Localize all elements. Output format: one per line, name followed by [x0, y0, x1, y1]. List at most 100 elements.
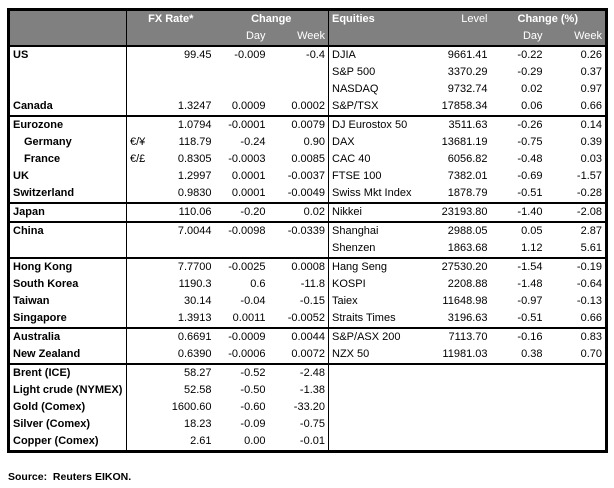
- fx-rate-value: 7.0044: [152, 221, 215, 240]
- fx-change-week-value: -0.0037: [268, 168, 329, 185]
- fx-day-header: Day: [214, 28, 269, 46]
- equity-level-value: 6056.82: [447, 153, 488, 165]
- table-row: Switzerland 0.9830 0.0001 -0.0049 Swiss …: [8, 185, 607, 203]
- fx-rate-value: 7.7700: [152, 257, 215, 276]
- equity-row-label: S&P/ASX 200: [328, 327, 429, 346]
- level-header: Level: [428, 9, 491, 28]
- table-row: France €/£ 0.8305 -0.0003 0.0085 CAC 40 …: [8, 151, 607, 168]
- equity-day-header: Day: [490, 28, 546, 46]
- fx-change-day-value: -0.60: [240, 401, 266, 413]
- fx-change-week-value: 0.0085: [268, 151, 329, 168]
- equity-row-label: [329, 399, 429, 416]
- fx-row-label: Singapore: [8, 310, 127, 328]
- equity-row-label: S&P/TSX: [332, 100, 379, 112]
- table-row: S&P 500 3370.29 -0.29 0.37: [8, 64, 607, 81]
- fx-rate-value: 1.3247: [177, 100, 212, 112]
- equity-row-label: [329, 416, 429, 433]
- currency-pair-symbol: [127, 416, 153, 433]
- fx-row-label: Eurozone: [8, 115, 127, 134]
- currency-pair-symbol: [126, 257, 153, 276]
- table-body: US 99.45 -0.009 -0.4 DJIA 9661.41 -0.22 …: [8, 46, 607, 452]
- fx-rate-value: 1.0794: [152, 115, 215, 134]
- currency-pair-symbol: [127, 64, 153, 81]
- fx-row-label: Silver (Comex): [8, 416, 127, 433]
- table-row: Canada 1.3247 0.0009 0.0002 S&P/TSX 1785…: [8, 98, 607, 116]
- equity-change-day-value: [491, 382, 546, 399]
- fx-row-label: Hong Kong: [8, 257, 127, 276]
- fx-rate-value: [153, 64, 215, 81]
- currency-pair-symbol: [127, 98, 153, 116]
- fx-row-label: New Zealand: [8, 346, 127, 364]
- equity-change-day-value: 0.05: [490, 221, 546, 240]
- equity-change-week-value: 0.39: [580, 136, 602, 148]
- table-row: Singapore 1.3913 0.0011 -0.0052 Straits …: [8, 310, 607, 328]
- fx-change-day-value: 0.0009: [231, 100, 266, 112]
- fx-change-day-value: -0.0003: [228, 153, 266, 165]
- currency-pair-symbol: €/£: [130, 153, 146, 165]
- equity-change-week-value: -0.19: [545, 257, 607, 276]
- currency-pair-symbol: [127, 276, 153, 293]
- fx-rate-value: 0.8305: [177, 153, 212, 165]
- equity-row-label: DJIA: [332, 49, 356, 61]
- equity-change-week-value: -0.13: [576, 295, 602, 307]
- equity-row-label: Nikkei: [328, 202, 429, 222]
- fx-rate-value: 1600.60: [171, 401, 212, 413]
- fx-change-week-value: -0.0049: [268, 185, 329, 203]
- equity-row-label: Swiss Mkt Index: [332, 187, 412, 199]
- equity-change-day-value: 0.38: [521, 348, 543, 360]
- currency-pair-symbol: [127, 310, 153, 328]
- fx-rate-value: 0.6390: [177, 348, 212, 360]
- fx-change-week-value: -0.01: [268, 433, 329, 452]
- equity-change-week-value: -0.64: [576, 278, 602, 290]
- currency-pair-symbol: [127, 46, 153, 64]
- fx-rate-value: 99.45: [183, 49, 212, 61]
- fx-rate-value: 52.58: [183, 384, 212, 396]
- header-row-2: Day Week Day Week: [8, 28, 607, 46]
- fx-row-label: Light crude (NYMEX): [8, 382, 127, 399]
- table-row: Silver (Comex) 18.23 -0.09 -0.75: [8, 416, 607, 433]
- fx-row-label: South Korea: [8, 276, 127, 293]
- fx-row-label: UK: [8, 168, 127, 185]
- fx-rate-value: 2.61: [190, 435, 212, 447]
- equity-row-label: NASDAQ: [332, 83, 379, 95]
- equity-level-value: 17858.34: [441, 100, 488, 112]
- fx-change-week-value: -0.0339: [268, 221, 329, 240]
- fx-change-day-value: -0.09: [240, 418, 266, 430]
- fx-change-day-value: -0.50: [240, 384, 266, 396]
- fx-row-label: Gold (Comex): [8, 399, 127, 416]
- table-row: UK 1.2997 0.0001 -0.0037 FTSE 100 7382.0…: [8, 168, 607, 185]
- spacer-cell: [428, 28, 491, 46]
- fx-change-day-value: -0.04: [240, 295, 266, 307]
- equity-change-day-value: -0.48: [517, 153, 543, 165]
- equity-level-value: 1878.79: [447, 187, 488, 199]
- fx-row-label: Australia: [8, 327, 127, 346]
- fx-row-label: Copper (Comex): [8, 433, 127, 452]
- currency-pair-symbol: [126, 363, 153, 382]
- fx-change-day-value: 0.0011: [232, 312, 266, 324]
- equity-change-week-value: 0.66: [580, 100, 602, 112]
- fx-row-label: Brent (ICE): [8, 363, 127, 382]
- fx-change-week-value: 0.0008: [268, 257, 329, 276]
- header-row-1: FX Rate* Change Equities Level Change (%…: [8, 9, 607, 28]
- fx-change-day-value: -0.009: [234, 49, 266, 61]
- equity-row-label: S&P 500: [332, 66, 376, 78]
- fx-rate-value: 1.2997: [177, 170, 212, 182]
- table-row: Shenzen 1863.68 1.12 5.61: [8, 240, 607, 258]
- fx-row-label: China: [8, 221, 127, 240]
- fx-change-week-value: 0.90: [268, 134, 329, 151]
- equity-level-value: 13681.19: [441, 136, 488, 148]
- fx-change-day-value: -0.0098: [214, 221, 269, 240]
- table-row: Copper (Comex) 2.61 0.00 -0.01: [8, 433, 607, 452]
- equity-change-day-value: -1.54: [490, 257, 546, 276]
- equity-change-day-value: [491, 399, 546, 416]
- source-note: Source: Reuters EIKON.: [8, 471, 132, 483]
- fx-row-label: France: [8, 151, 127, 168]
- equity-change-week-value: 2.87: [545, 221, 607, 240]
- fx-change-week-value: -0.75: [268, 416, 329, 433]
- fx-change-day-value: 0.0001: [231, 170, 266, 182]
- currency-pair-symbol: [127, 168, 153, 185]
- fx-rate-value: 18.23: [183, 418, 212, 430]
- equity-level-value: [429, 416, 491, 433]
- fx-change-week-value: [268, 64, 329, 81]
- equity-level-value: 3511.63: [428, 115, 491, 134]
